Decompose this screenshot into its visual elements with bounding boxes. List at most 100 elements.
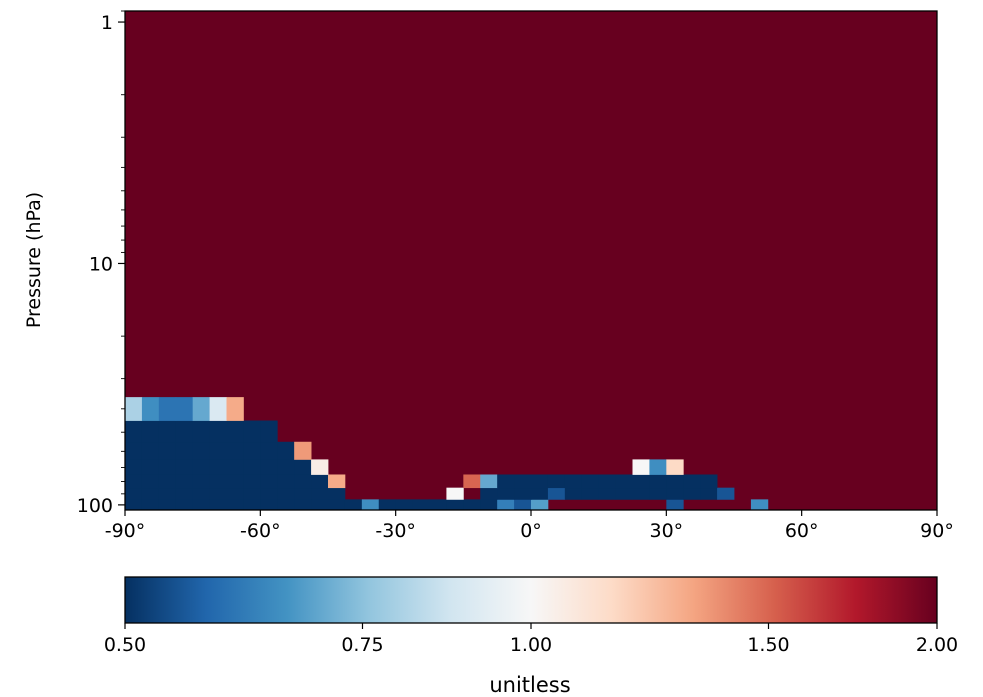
colorbar-tick-label: 1.00 [510, 634, 552, 656]
heatmap-cell [141, 459, 160, 475]
heatmap-cell [243, 499, 261, 511]
heatmap-cell [226, 459, 244, 475]
heatmap-cell [243, 459, 261, 475]
heatmap-cell [141, 487, 160, 500]
heatmap-cell [141, 499, 160, 511]
heatmap-cell [598, 487, 616, 500]
heatmap-cell [192, 441, 210, 460]
heatmap-cell [226, 441, 244, 460]
heatmap-cell [564, 474, 583, 489]
heatmap-cell [277, 499, 295, 511]
heatmap-cell [632, 487, 650, 500]
heatmap-cell [547, 487, 566, 500]
heatmap-cell [175, 397, 194, 421]
heatmap-cell [615, 474, 633, 489]
heatmap-cell [175, 459, 194, 475]
colorbar-label: unitless [489, 673, 570, 697]
heatmap-cell [125, 474, 143, 489]
heatmap-cell [260, 459, 278, 475]
heatmap-cell [683, 487, 701, 500]
heatmap-cell [632, 459, 650, 475]
heatmap-cell [666, 474, 684, 489]
heatmap-cell [497, 499, 515, 511]
heatmap-cell [514, 499, 532, 511]
heatmap-cell [463, 474, 481, 489]
heatmap-cell [125, 499, 143, 511]
heatmap-cell [429, 499, 447, 511]
heatmap-cell [750, 499, 769, 511]
heatmap-cell [632, 474, 650, 489]
heatmap-cell [277, 459, 295, 475]
heatmap-cell [700, 487, 718, 500]
heatmap-cell [209, 459, 227, 475]
y-tick-label: 100 [77, 495, 113, 517]
x-tick-label: 90° [920, 520, 954, 542]
heatmap-cell [683, 474, 701, 489]
heatmap-cell [649, 459, 667, 475]
heatmap-cell [209, 487, 227, 500]
colorbar-gradient [124, 576, 938, 624]
heatmap-cell [141, 397, 160, 421]
heatmap-cell [564, 487, 583, 500]
x-tick-label: -30° [375, 520, 416, 542]
heatmap-cell [175, 487, 194, 500]
heatmap-cell [175, 474, 194, 489]
heatmap-cell [311, 459, 329, 475]
heatmap-cell [158, 499, 177, 511]
heatmap-cell [175, 499, 194, 511]
heatmap-cell [226, 487, 244, 500]
heatmap-cell [158, 487, 177, 500]
heatmap-cell [463, 499, 481, 511]
y-tick-label: 10 [89, 253, 113, 275]
heatmap-cell [395, 499, 413, 511]
heatmap-cell [226, 499, 244, 511]
heatmap-cell [531, 487, 549, 500]
heatmap-cell [175, 441, 194, 460]
heatmap-cell [192, 459, 210, 475]
heatmap-cell [260, 487, 278, 500]
heatmap-cell [294, 441, 312, 460]
heatmap-cell [294, 459, 312, 475]
heatmap-cell [125, 420, 143, 443]
heatmap-cell [125, 487, 143, 500]
heatmap-cell [294, 474, 312, 489]
heatmap-cell [277, 487, 295, 500]
heatmap-cell [514, 474, 532, 489]
x-tick-label: 60° [785, 520, 819, 542]
heatmap-cell [649, 474, 667, 489]
x-tick-label: 0° [520, 520, 542, 542]
heatmap-cell [311, 474, 329, 489]
heatmap-cell [666, 459, 684, 475]
heatmap-cell [581, 487, 600, 500]
heatmap-cell [328, 499, 346, 511]
heatmap-cell [243, 487, 261, 500]
heatmap-cell [581, 474, 600, 489]
heatmap-cell [192, 487, 210, 500]
heatmap-cell [192, 499, 210, 511]
heatmap-cell [209, 420, 227, 443]
heatmap-cell [497, 474, 515, 489]
heatmap-cell [209, 499, 227, 511]
heatmap-cell [158, 397, 177, 421]
heatmap-cell [260, 474, 278, 489]
colorbar-tick-label: 0.75 [341, 634, 383, 656]
heatmap-cell [412, 499, 430, 511]
x-tick-label: 30° [649, 520, 683, 542]
heatmap-cell [260, 441, 278, 460]
heatmap-cell [480, 499, 498, 511]
heatmap-cell [446, 499, 464, 511]
heatmap-cell [192, 474, 210, 489]
heatmap-cell [260, 499, 278, 511]
heatmap-cell [141, 420, 160, 443]
axes: -90° -60° -30° 0° 30° 60° 90° 1 10 100 [77, 10, 954, 542]
heatmap-cell [547, 474, 566, 489]
heatmap-cell [294, 499, 312, 511]
heatmap-cell [209, 441, 227, 460]
heatmap-cell [226, 474, 244, 489]
heatmap-cell [277, 441, 295, 460]
heatmap-cell [531, 474, 549, 489]
heatmap-cell [378, 499, 397, 511]
colorbar-tick-label: 1.50 [747, 634, 789, 656]
heatmap-cell [480, 487, 498, 500]
heatmap-cell [125, 397, 143, 421]
